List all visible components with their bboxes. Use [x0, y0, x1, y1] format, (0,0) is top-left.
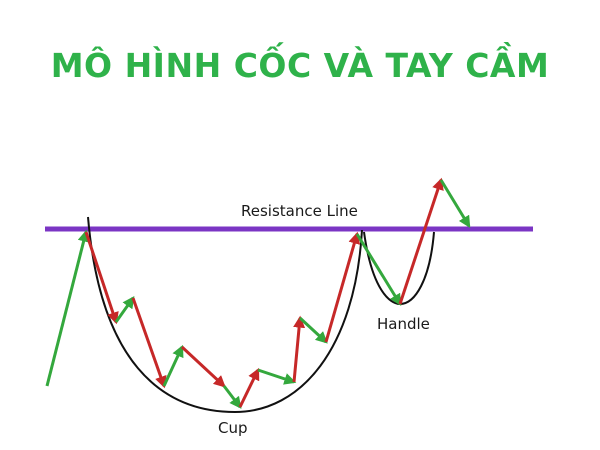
- page-title: MÔ HÌNH CỐC VÀ TAY CẦM: [50, 46, 550, 85]
- down-arrow: [292, 315, 306, 383]
- up-arrow: [298, 316, 328, 344]
- price-arrows: [45, 177, 471, 409]
- handle-curve: [363, 231, 435, 306]
- up-arrow: [222, 385, 242, 409]
- down-arrow: [180, 345, 226, 388]
- down-arrow: [238, 367, 260, 408]
- down-arrow: [324, 231, 361, 343]
- cup-curve: [87, 216, 363, 414]
- down-arrow: [398, 177, 444, 305]
- up-arrow: [257, 368, 297, 385]
- down-arrow: [84, 231, 119, 325]
- up-arrow: [439, 179, 471, 229]
- up-arrow: [114, 296, 135, 323]
- down-arrow: [131, 297, 167, 389]
- up-arrow: [162, 344, 184, 387]
- up-arrow: [355, 233, 402, 307]
- handle-label: Handle: [377, 315, 430, 333]
- up-arrow: [45, 229, 90, 387]
- resistance-line-label: Resistance Line: [241, 202, 358, 220]
- cup-label: Cup: [218, 419, 248, 437]
